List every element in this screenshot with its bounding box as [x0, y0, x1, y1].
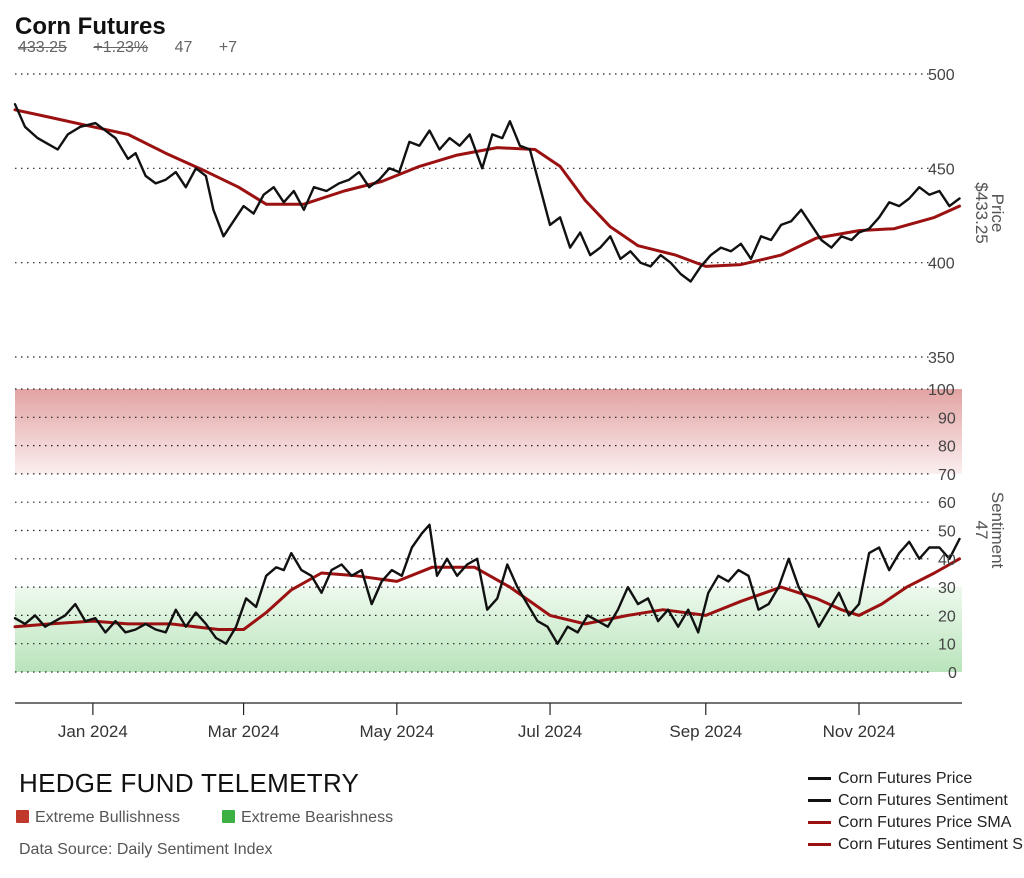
legend-label: Corn Futures Price SMA — [838, 814, 1012, 831]
key-bull-label: Extreme Bullishness — [35, 809, 180, 826]
price-line — [13, 103, 961, 283]
last-price: 433.25 — [18, 39, 67, 56]
stats-line: 433.25 +1.23% 47 +7 — [18, 39, 259, 57]
sentiment-tick-label: 30 — [938, 580, 956, 597]
sentiment-tick-label: 80 — [938, 439, 956, 456]
sentiment-tick-label: 50 — [938, 524, 956, 541]
sentiment-tick-label: 60 — [938, 495, 956, 512]
price-sma-line — [13, 108, 961, 268]
sentiment-line — [13, 523, 961, 645]
price-tick-label: 450 — [928, 161, 955, 178]
legend-label: Corn Futures Sentiment SMA — [838, 836, 1024, 853]
chart-legend: Corn Futures Price Corn Futures Sentimen… — [808, 770, 1024, 858]
legend-item-price-sma[interactable]: Corn Futures Price SMA — [808, 814, 1024, 836]
chart-title: Corn Futures — [15, 13, 166, 40]
x-tick-label: Sep 2024 — [669, 722, 742, 741]
key-bear-label: Extreme Bearishness — [241, 809, 394, 826]
legend-line-sentiment-sma — [808, 843, 831, 847]
x-tick-label: May 2024 — [359, 722, 434, 741]
sentiment-last-value: 47 — [972, 521, 991, 540]
brand-name: HEDGE FUND TELEMETRY — [19, 768, 360, 798]
x-tick-label: Jan 2024 — [58, 722, 128, 741]
legend-line-sentiment — [808, 799, 831, 803]
sentiment-value: 47 — [174, 39, 193, 56]
sentiment-tick-label: 70 — [938, 467, 956, 484]
legend-line-price-sma — [808, 821, 831, 825]
price-tick-label: 350 — [928, 350, 955, 367]
bear-swatch — [222, 810, 235, 823]
sentiment-axis-title: Sentiment — [988, 492, 1007, 569]
x-tick-label: Nov 2024 — [823, 722, 896, 741]
legend-item-price[interactable]: Corn Futures Price — [808, 770, 1024, 792]
sentiment-tick-label: 40 — [938, 552, 956, 569]
price-tick-label: 500 — [928, 67, 955, 84]
legend-label: Corn Futures Sentiment — [838, 792, 1008, 809]
key-extreme-bullishness: Extreme Bullishness — [16, 809, 180, 827]
price-change-percent: +1.23% — [93, 39, 149, 56]
legend-item-sentiment-sma[interactable]: Corn Futures Sentiment SMA — [808, 836, 1024, 858]
sentiment-tick-label: 90 — [938, 410, 956, 427]
sentiment-tick-label: 20 — [938, 608, 956, 625]
bull-swatch — [16, 810, 29, 823]
data-source: Data Source: Daily Sentiment Index — [19, 841, 273, 858]
extreme-bearishness-band — [15, 587, 962, 672]
sentiment-change: +7 — [218, 39, 238, 56]
legend-item-sentiment[interactable]: Corn Futures Sentiment — [808, 792, 1024, 814]
legend-label: Corn Futures Price — [838, 770, 973, 787]
x-tick-label: Jul 2024 — [518, 722, 582, 741]
price-tick-label: 400 — [928, 256, 955, 273]
price-axis-title: Price — [988, 194, 1007, 233]
x-tick-label: Mar 2024 — [208, 722, 280, 741]
extreme-bullishness-band — [15, 389, 962, 474]
price-last-value: $433.25 — [972, 182, 991, 243]
sentiment-tick-label: 100 — [928, 382, 955, 399]
legend-line-price — [808, 777, 831, 781]
key-extreme-bearishness: Extreme Bearishness — [222, 809, 393, 827]
sentiment-tick-label: 0 — [948, 665, 957, 682]
sentiment-tick-label: 10 — [938, 637, 956, 654]
